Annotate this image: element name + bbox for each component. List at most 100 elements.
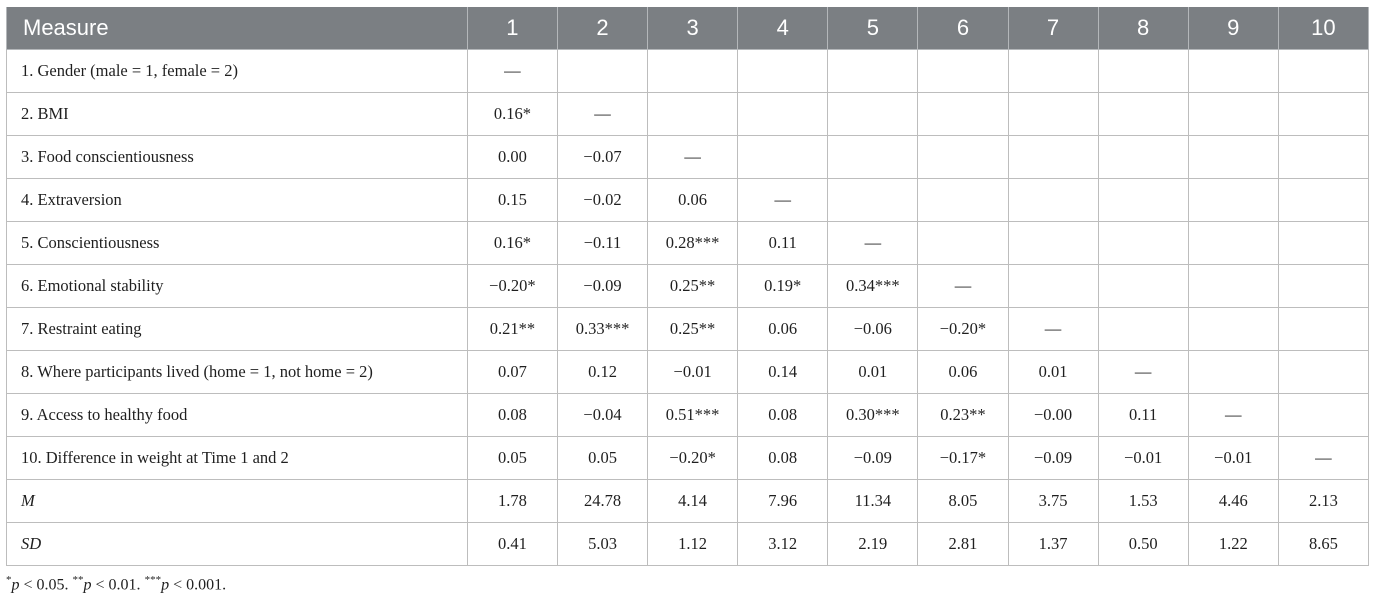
footnote-threshold: < 0.001. xyxy=(169,576,227,594)
table-body: 1. Gender (male = 1, female = 2) —2. BMI 0… xyxy=(6,49,1370,566)
table-cell: 0.14 xyxy=(737,350,829,394)
table-cell xyxy=(1187,49,1279,93)
correlation-table: Measure 1 2 3 4 5 6 7 8 9 10 1. Gender (male = 1, … xyxy=(6,7,1370,566)
table-cell: 2.19 xyxy=(827,522,919,566)
table-cell: 0.05 xyxy=(466,436,558,480)
table-cell: −0.09 xyxy=(827,436,919,480)
table-cell xyxy=(917,178,1009,222)
row-label: 4. Extraversion xyxy=(6,178,468,222)
table-cell xyxy=(647,92,739,136)
table-cell: 3.75 xyxy=(1007,479,1099,523)
table-cell: 0.19* xyxy=(737,264,829,308)
table-cell: 0.07 xyxy=(466,350,558,394)
table-cell xyxy=(556,49,649,93)
table-cell: 0.15 xyxy=(466,178,558,222)
table-row: 10. Difference in weight at Time 1 and 2… xyxy=(6,436,1370,480)
table-cell xyxy=(827,178,919,222)
table-cell: 1.22 xyxy=(1187,522,1279,566)
table-cell: 3.12 xyxy=(737,522,829,566)
table-cell: −0.02 xyxy=(556,178,649,222)
table-cell xyxy=(1277,350,1370,394)
table-cell: 0.12 xyxy=(556,350,649,394)
table-cell: — xyxy=(1277,436,1370,480)
table-cell: 1.78 xyxy=(466,479,558,523)
footnote-threshold: < 0.05. xyxy=(19,576,73,594)
correlation-table-container: Measure 1 2 3 4 5 6 7 8 9 10 1. Gender (male = 1, … xyxy=(6,7,1370,566)
table-cell: — xyxy=(647,135,739,179)
footnote-marker: * xyxy=(6,574,12,586)
footnote-p-symbol: p xyxy=(83,576,92,594)
table-cell: 0.21** xyxy=(466,307,558,351)
table-cell xyxy=(1187,264,1279,308)
column-header-8: 8 xyxy=(1097,7,1189,50)
table-cell xyxy=(737,92,829,136)
column-header-measure: Measure xyxy=(6,7,468,50)
table-cell xyxy=(917,92,1009,136)
row-label: 1. Gender (male = 1, female = 2) xyxy=(6,49,468,93)
table-cell xyxy=(647,49,739,93)
table-cell: −0.01 xyxy=(647,350,739,394)
table-cell: 0.33*** xyxy=(556,307,649,351)
table-cell xyxy=(827,92,919,136)
table-cell: 4.14 xyxy=(647,479,739,523)
row-label: 5. Conscientiousness xyxy=(6,221,468,265)
table-cell: 8.65 xyxy=(1277,522,1370,566)
table-cell xyxy=(1277,221,1370,265)
table-cell: −0.09 xyxy=(1007,436,1099,480)
table-cell xyxy=(1097,49,1189,93)
table-cell: −0.20* xyxy=(466,264,558,308)
column-header-7: 7 xyxy=(1007,7,1099,50)
table-cell xyxy=(737,135,829,179)
table-cell: 1.12 xyxy=(647,522,739,566)
table-cell: 2.81 xyxy=(917,522,1009,566)
table-cell xyxy=(1097,135,1189,179)
table-cell: 11.34 xyxy=(827,479,919,523)
column-header-6: 6 xyxy=(917,7,1009,50)
table-cell xyxy=(1187,307,1279,351)
table-cell: 0.16* xyxy=(466,221,558,265)
table-cell: 0.11 xyxy=(737,221,829,265)
table-cell xyxy=(1277,307,1370,351)
column-header-5: 5 xyxy=(827,7,919,50)
table-cell: 0.05 xyxy=(556,436,649,480)
table-cell xyxy=(1097,307,1189,351)
table-row: 9. Access to healthy food 0.08 −0.04 0.51**… xyxy=(6,393,1370,437)
table-cell xyxy=(1097,264,1189,308)
row-label: 9. Access to healthy food xyxy=(6,393,468,437)
column-header-3: 3 xyxy=(647,7,739,50)
footnote-marker: *** xyxy=(144,574,162,586)
table-cell xyxy=(1187,350,1279,394)
table-row: SD 0.41 5.03 1.12 3.12 2.19 2.81 1.37 0.50 1.22 8.… xyxy=(6,522,1370,566)
table-cell xyxy=(1007,135,1099,179)
table-cell xyxy=(827,49,919,93)
table-cell: −0.20* xyxy=(917,307,1009,351)
table-cell: −0.07 xyxy=(556,135,649,179)
table-cell: −0.01 xyxy=(1187,436,1279,480)
table-cell xyxy=(1187,92,1279,136)
row-label: 3. Food conscientiousness xyxy=(6,135,468,179)
table-cell: 8.05 xyxy=(917,479,1009,523)
row-label: 10. Difference in weight at Time 1 and 2 xyxy=(6,436,468,480)
table-cell: 0.16* xyxy=(466,92,558,136)
table-cell: 5.03 xyxy=(556,522,649,566)
table-cell: 0.41 xyxy=(466,522,558,566)
table-row: 4. Extraversion 0.15 −0.02 0.06— xyxy=(6,178,1370,222)
table-cell: 24.78 xyxy=(556,479,649,523)
table-cell xyxy=(1277,264,1370,308)
table-cell: 0.00 xyxy=(466,135,558,179)
table-cell: 0.30*** xyxy=(827,393,919,437)
table-cell: — xyxy=(1097,350,1189,394)
table-cell: 1.53 xyxy=(1097,479,1189,523)
table-cell: −0.09 xyxy=(556,264,649,308)
table-cell xyxy=(1097,221,1189,265)
significance-footnote: *p < 0.05. **p < 0.01. ***p < 0.001. xyxy=(6,574,226,594)
table-row: 2. BMI 0.16* — xyxy=(6,92,1370,136)
table-row: M 1.78 24.78 4.14 7.96 11.34 8.05 3.75 1.53 4.46 2… xyxy=(6,479,1370,523)
column-header-2: 2 xyxy=(556,7,649,50)
table-cell: −0.00 xyxy=(1007,393,1099,437)
table-row: 3. Food conscientiousness 0.00 −0.07— xyxy=(6,135,1370,179)
table-cell: — xyxy=(466,49,558,93)
table-cell xyxy=(1187,178,1279,222)
table-row: 6. Emotional stability −0.20* −0.09 0.25** 0… xyxy=(6,264,1370,308)
table-cell: 0.34*** xyxy=(827,264,919,308)
